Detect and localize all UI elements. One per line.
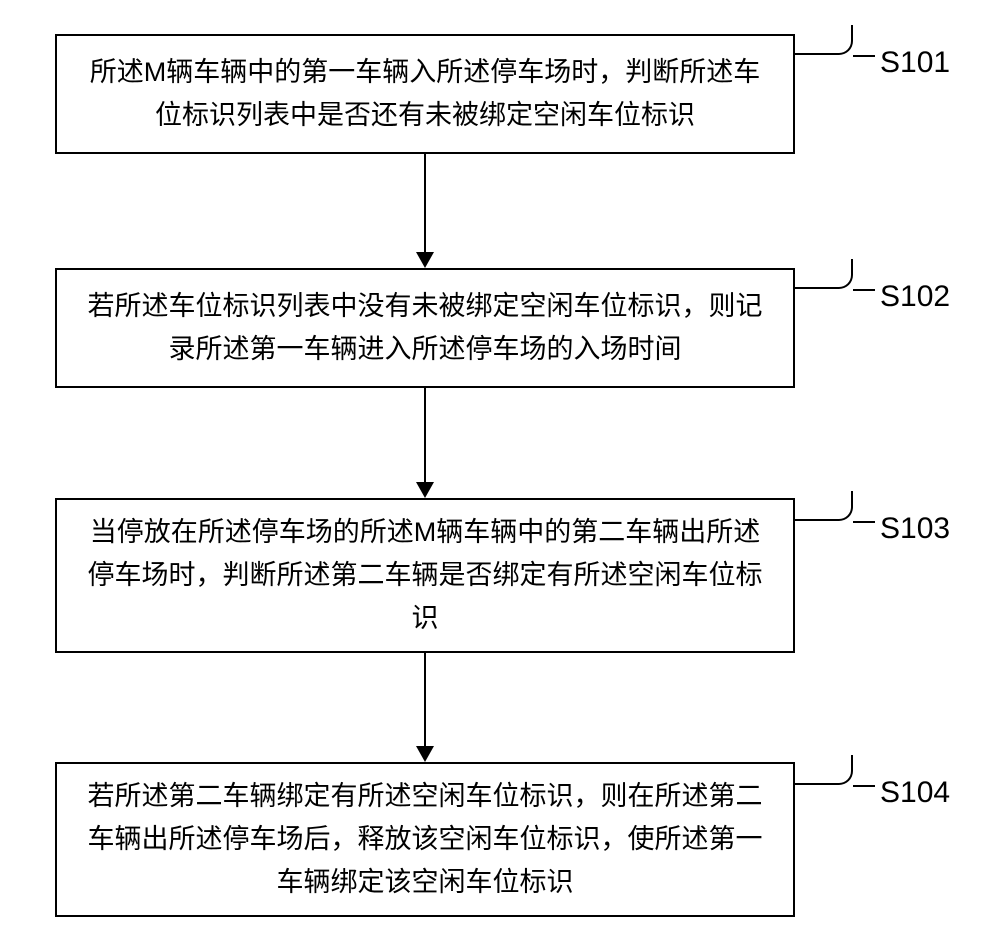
step-label-S101: S101 <box>880 46 950 80</box>
bracket-connector <box>795 755 853 785</box>
bracket-connector <box>795 25 853 55</box>
bracket-connector-tail <box>853 785 875 787</box>
flow-node-n4: 若所述第二车辆绑定有所述空闲车位标识，则在所述第二车辆出所述停车场后，释放该空闲… <box>55 762 795 917</box>
step-label-S102: S102 <box>880 280 950 314</box>
bracket-connector-tail <box>853 55 875 57</box>
step-label-S104: S104 <box>880 776 950 810</box>
flow-node-n3: 当停放在所述停车场的所述M辆车辆中的第二车辆出所述停车场时，判断所述第二车辆是否… <box>55 498 795 653</box>
arrow-head-icon <box>416 252 434 268</box>
arrow-line <box>424 653 426 746</box>
arrow-head-icon <box>416 746 434 762</box>
flow-node-n1: 所述M辆车辆中的第一车辆入所述停车场时，判断所述车位标识列表中是否还有未被绑定空… <box>55 34 795 154</box>
flow-node-text: 若所述第二车辆绑定有所述空闲车位标识，则在所述第二车辆出所述停车场后，释放该空闲… <box>81 775 769 905</box>
bracket-connector-tail <box>853 289 875 291</box>
flow-node-text: 所述M辆车辆中的第一车辆入所述停车场时，判断所述车位标识列表中是否还有未被绑定空… <box>81 51 769 137</box>
flow-node-text: 若所述车位标识列表中没有未被绑定空闲车位标识，则记录所述第一车辆进入所述停车场的… <box>81 285 769 371</box>
arrow-line <box>424 154 426 252</box>
bracket-connector <box>795 491 853 521</box>
bracket-connector-tail <box>853 521 875 523</box>
flow-node-n2: 若所述车位标识列表中没有未被绑定空闲车位标识，则记录所述第一车辆进入所述停车场的… <box>55 268 795 388</box>
flowchart-container: 所述M辆车辆中的第一车辆入所述停车场时，判断所述车位标识列表中是否还有未被绑定空… <box>0 0 1000 931</box>
step-label-S103: S103 <box>880 512 950 546</box>
bracket-connector <box>795 259 853 289</box>
flow-node-text: 当停放在所述停车场的所述M辆车辆中的第二车辆出所述停车场时，判断所述第二车辆是否… <box>81 511 769 641</box>
arrow-head-icon <box>416 482 434 498</box>
arrow-line <box>424 388 426 482</box>
